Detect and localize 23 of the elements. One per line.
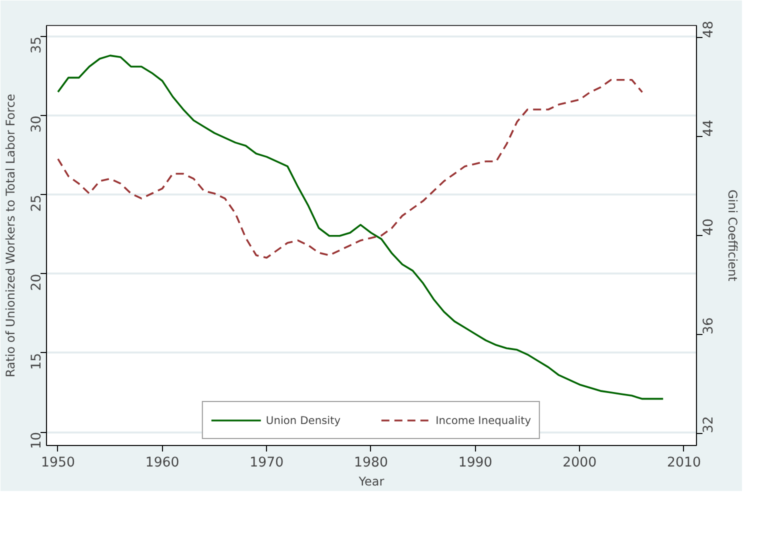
x-tick-label: 1990 [458, 456, 492, 470]
y-tick-label: 15 [30, 352, 44, 370]
y2-tick-label: 32 [702, 416, 716, 434]
y2-tick-label: 44 [702, 120, 716, 137]
legend-label: Income Inequality [436, 414, 532, 426]
y-tick-label: 35 [30, 36, 44, 54]
y-tick-label: 20 [30, 274, 44, 291]
x-tick-label: 1970 [250, 456, 284, 470]
x-tick-label: 2010 [667, 456, 701, 470]
y-axis-title: Ratio of Unionized Workers to Total Labor Force [4, 94, 18, 378]
y2-tick-label: 36 [702, 317, 716, 334]
x-tick-label: 1950 [41, 456, 75, 470]
x-tick-label: 2000 [562, 456, 597, 470]
y2-axis-title: Gini Coefficient [726, 190, 740, 282]
x-axis-title: Year [358, 474, 384, 488]
x-tick-label: 1960 [145, 456, 180, 470]
y2-tick-label: 48 [702, 20, 716, 38]
y-tick-label: 25 [30, 194, 44, 212]
legend-label: Union Density [266, 414, 341, 426]
y2-tick-label: 40 [702, 218, 716, 236]
y-tick-label: 10 [30, 432, 44, 450]
x-tick-label: 1980 [354, 456, 388, 470]
y-tick-label: 30 [30, 116, 44, 133]
